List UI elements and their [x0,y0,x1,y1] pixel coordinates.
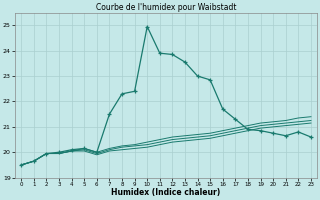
X-axis label: Humidex (Indice chaleur): Humidex (Indice chaleur) [111,188,221,197]
Title: Courbe de l'humidex pour Waibstadt: Courbe de l'humidex pour Waibstadt [96,3,236,12]
